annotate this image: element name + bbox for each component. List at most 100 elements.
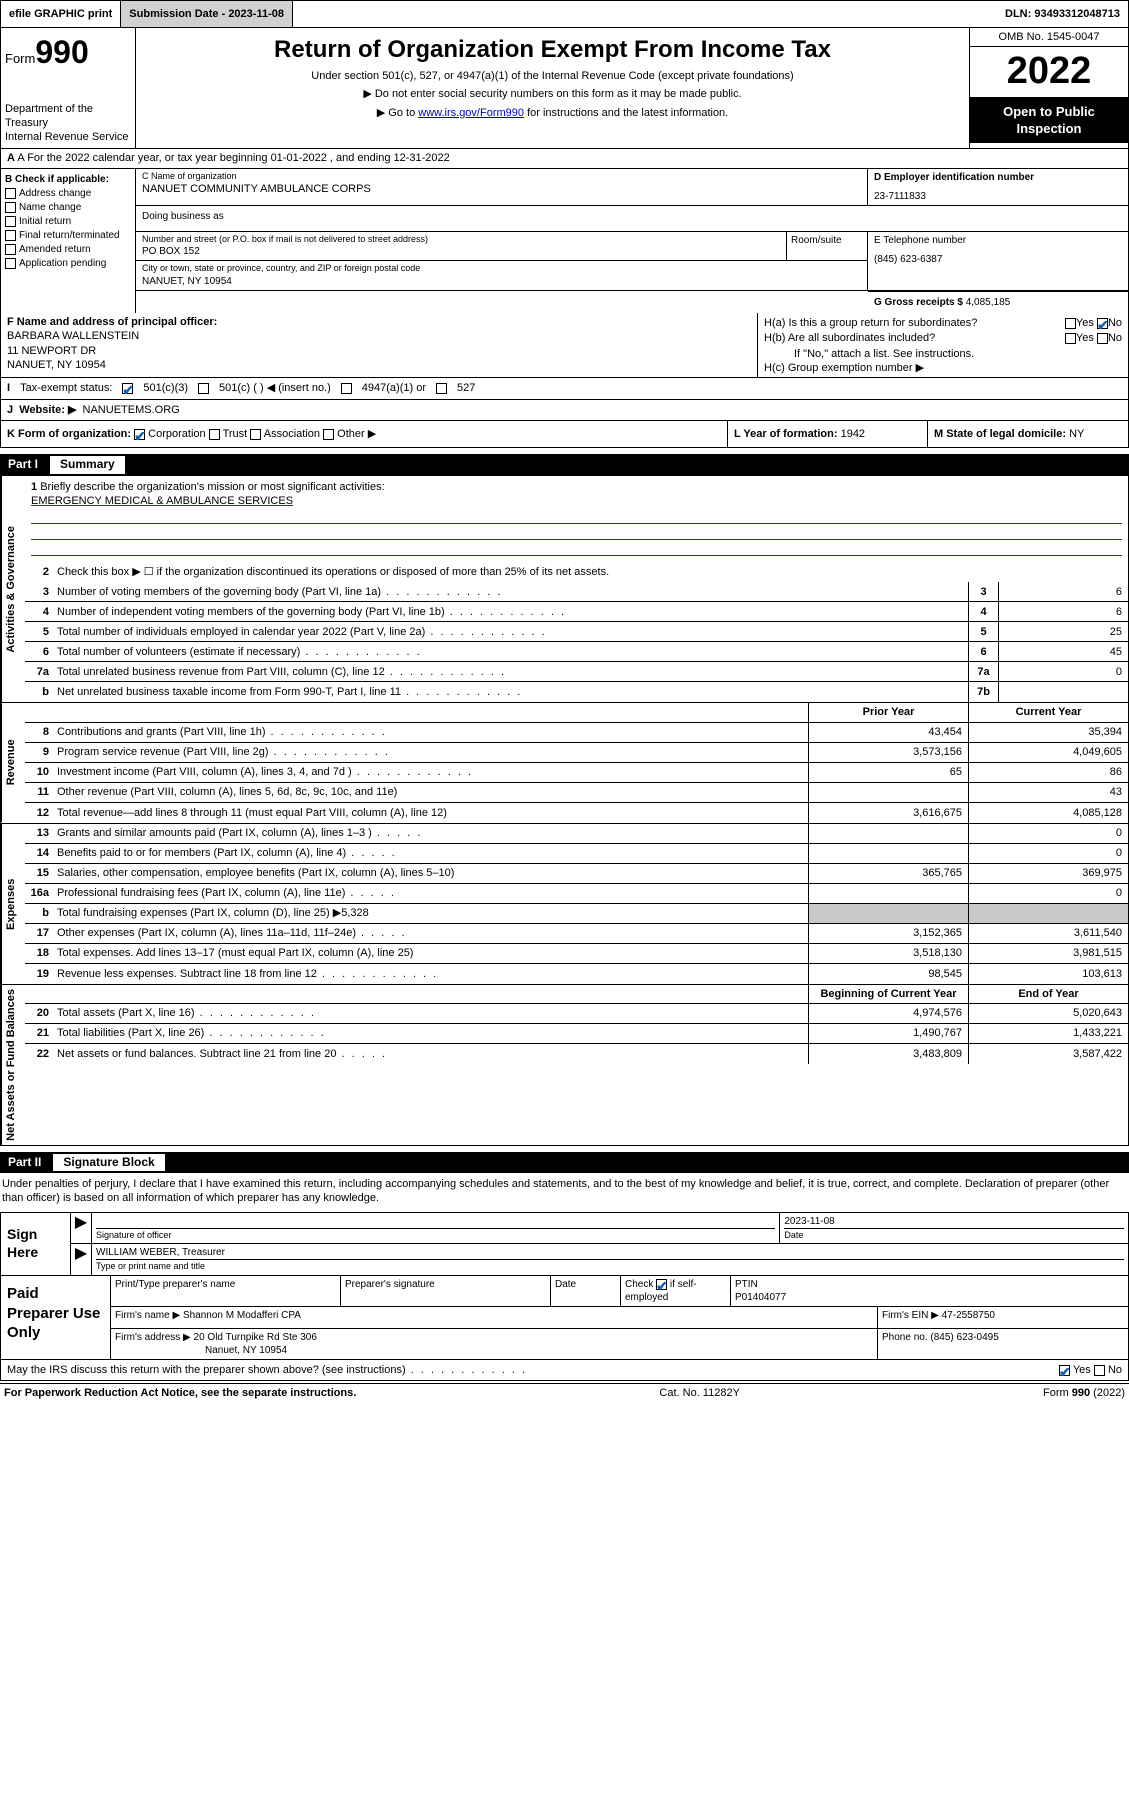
cb-501c[interactable] (198, 383, 209, 394)
dln: DLN: 93493312048713 (997, 1, 1128, 27)
f-label: F Name and address of principal officer: (7, 315, 751, 329)
cb-trust[interactable] (209, 429, 220, 440)
e-label: E Telephone number (874, 234, 1122, 247)
addr-right: E Telephone number (845) 623-6387 (868, 232, 1128, 290)
sig-officer-field[interactable]: Signature of officer (91, 1213, 779, 1244)
ha-yes[interactable] (1065, 318, 1076, 329)
hb-yes[interactable] (1065, 333, 1076, 344)
hb-label: H(b) Are all subordinates included? (764, 331, 935, 345)
cb-amended[interactable]: Amended return (5, 243, 131, 256)
cb-app-pending[interactable]: Application pending (5, 257, 131, 270)
sig-arrow-icon: ▶ (71, 1213, 91, 1244)
sign-block: Sign Here ▶ Signature of officer 2023-11… (0, 1212, 1129, 1276)
prep-ptin: PTINP01404077 (731, 1276, 1128, 1306)
cell-m: M State of legal domicile: NY (928, 421, 1128, 447)
suite-cell: Room/suite (787, 232, 867, 261)
part2-header: Part II Signature Block (0, 1152, 1129, 1174)
discuss-no[interactable] (1094, 1365, 1105, 1376)
print-button[interactable]: Submission Date - 2023-11-08 (121, 1, 293, 27)
line-4: 4Number of independent voting members of… (25, 602, 1128, 622)
irs-link[interactable]: www.irs.gov/Form990 (418, 107, 524, 119)
vlabel-net: Net Assets or Fund Balances (1, 985, 25, 1145)
preparer-block: Paid Preparer Use Only Print/Type prepar… (0, 1276, 1129, 1360)
sig-date-field: 2023-11-08Date (779, 1213, 1128, 1244)
form-number: Form990 (5, 32, 131, 74)
cell-d: D Employer identification number 23-7111… (868, 169, 1128, 205)
line-14: 14Benefits paid to or for members (Part … (25, 844, 1128, 864)
prep-row-1: Print/Type preparer's name Preparer's si… (111, 1276, 1128, 1307)
officer-name: BARBARA WALLENSTEIN (7, 329, 751, 343)
city-cell: City or town, state or province, country… (136, 261, 867, 290)
ein: 23-7111833 (874, 190, 1122, 203)
cb-assoc[interactable] (250, 429, 261, 440)
sig-declaration: Under penalties of perjury, I declare th… (0, 1173, 1129, 1210)
topbar: efile GRAPHIC print Submission Date - 20… (0, 0, 1129, 28)
cb-name-change[interactable]: Name change (5, 201, 131, 214)
pra-notice: For Paperwork Reduction Act Notice, see … (4, 1386, 356, 1400)
line-13: 13Grants and similar amounts paid (Part … (25, 824, 1128, 844)
cb-address-change[interactable]: Address change (5, 187, 131, 200)
sign-here-label: Sign Here (1, 1213, 71, 1275)
hc-label: H(c) Group exemption number ▶ (764, 361, 1122, 375)
line-15: 15Salaries, other compensation, employee… (25, 864, 1128, 884)
cb-corp[interactable] (134, 429, 145, 440)
section-netassets: Net Assets or Fund Balances Beginning of… (0, 985, 1129, 1146)
prep-row-2: Firm's name ▶ Shannon M Modafferi CPA Fi… (111, 1307, 1128, 1329)
subtitle2: ▶ Do not enter social security numbers o… (142, 87, 963, 101)
box-b: B Check if applicable: Address change Na… (1, 169, 136, 313)
cb-final-return[interactable]: Final return/terminated (5, 229, 131, 242)
ha-no[interactable] (1097, 318, 1108, 329)
line-9: 9Program service revenue (Part VIII, lin… (25, 743, 1128, 763)
line-20: 20Total assets (Part X, line 16)4,974,57… (25, 1004, 1128, 1024)
cb-501c3[interactable] (122, 383, 133, 394)
form-title: Return of Organization Exempt From Incom… (142, 34, 963, 65)
line-22: 22Net assets or fund balances. Subtract … (25, 1044, 1128, 1064)
cb-selfemp[interactable] (656, 1279, 667, 1290)
line-10: 10Investment income (Part VIII, column (… (25, 763, 1128, 783)
form-header: Form990 Department of the Treasury Inter… (0, 28, 1129, 149)
hb-no[interactable] (1097, 333, 1108, 344)
subtitle1: Under section 501(c), 527, or 4947(a)(1)… (142, 69, 963, 83)
tax-year: 2022 (970, 47, 1128, 97)
hb-note: If "No," attach a list. See instructions… (764, 347, 1122, 361)
prep-addr: Firm's address ▶ 20 Old Turnpike Rd Ste … (111, 1329, 878, 1359)
row-i: I Tax-exempt status: 501(c)(3) 501(c) ( … (0, 378, 1129, 399)
line-17: 17Other expenses (Part IX, column (A), l… (25, 924, 1128, 944)
cb-initial-return[interactable]: Initial return (5, 215, 131, 228)
ha-label: H(a) Is this a group return for subordin… (764, 316, 977, 330)
vlabel-rev: Revenue (1, 703, 25, 822)
vlabel-exp: Expenses (1, 824, 25, 984)
discuss-row: May the IRS discuss this return with the… (0, 1360, 1129, 1381)
line-18: 18Total expenses. Add lines 13–17 (must … (25, 944, 1128, 964)
sig-name-field: WILLIAM WEBER, TreasurerType or print na… (91, 1244, 1128, 1275)
prep-selfemp: Check if self-employed (621, 1276, 731, 1306)
section-governance: Activities & Governance 1 Briefly descri… (0, 476, 1129, 704)
line-2: 2Check this box ▶ ☐ if the organization … (25, 562, 1128, 582)
city: NANUET, NY 10954 (142, 275, 861, 288)
line-3: 3Number of voting members of the governi… (25, 582, 1128, 602)
preparer-label: Paid Preparer Use Only (1, 1276, 111, 1359)
prep-row-3: Firm's address ▶ 20 Old Turnpike Rd Ste … (111, 1329, 1128, 1359)
net-col-hdr: Beginning of Current YearEnd of Year (25, 985, 1128, 1004)
subtitle3: ▶ Go to www.irs.gov/Form990 for instruct… (142, 106, 963, 120)
discuss-yes[interactable] (1059, 1365, 1070, 1376)
box-b-title: B Check if applicable: (5, 173, 131, 186)
efile-label: efile GRAPHIC print (1, 1, 121, 27)
prep-ein: Firm's EIN ▶ 47-2558750 (878, 1307, 1128, 1328)
cb-other[interactable] (323, 429, 334, 440)
cb-527[interactable] (436, 383, 447, 394)
officer-addr2: NANUET, NY 10954 (7, 358, 751, 372)
addr-left: Number and street (or P.O. box if mail i… (136, 232, 868, 290)
row-a: A A For the 2022 calendar year, or tax y… (0, 149, 1129, 168)
phone: (845) 623-6387 (874, 253, 1122, 266)
cb-4947[interactable] (341, 383, 352, 394)
col-cdefg: C Name of organization NANUET COMMUNITY … (136, 169, 1128, 313)
row-klm: K Form of organization: Corporation Trus… (0, 421, 1129, 448)
sig-arrow-icon-2: ▶ (71, 1244, 91, 1275)
website: NANUETEMS.ORG (83, 403, 180, 417)
line-11: 11Other revenue (Part VIII, column (A), … (25, 783, 1128, 803)
part1-header: Part I Summary (0, 454, 1129, 476)
irs-label: Internal Revenue Service (5, 130, 131, 144)
open-inspection: Open to Public Inspection (970, 98, 1128, 144)
officer-addr1: 11 NEWPORT DR (7, 344, 751, 358)
